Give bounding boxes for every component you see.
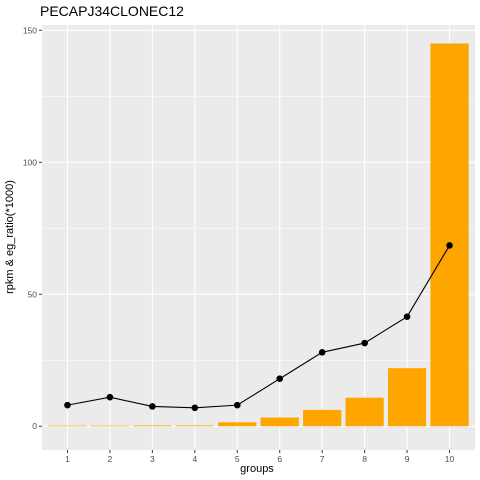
y-tick-label: 0 <box>32 421 37 431</box>
line-point <box>361 339 368 347</box>
line-point <box>149 403 156 410</box>
x-tick-label: 3 <box>150 454 155 464</box>
x-tick-label: 2 <box>108 454 113 464</box>
x-tick-label: 5 <box>235 454 240 464</box>
x-axis: 1 2 3 4 5 6 7 8 9 10 <box>65 450 455 464</box>
bar <box>48 425 87 427</box>
grid-minor <box>42 96 475 361</box>
line-point <box>318 349 326 356</box>
line-point <box>64 401 71 409</box>
line-point <box>233 401 241 409</box>
series-line <box>67 245 451 409</box>
x-axis-title: groups <box>240 463 274 475</box>
y-tick-label: 50 <box>28 289 38 299</box>
line-point <box>191 404 199 412</box>
x-tick-label: 7 <box>320 454 325 464</box>
line-point <box>276 375 284 383</box>
line-point <box>106 393 114 401</box>
y-axis: 0 50 100 150 <box>23 25 42 431</box>
line-point <box>446 242 453 249</box>
x-tick-label: 9 <box>405 454 410 464</box>
grid-major <box>42 25 475 450</box>
bar <box>175 425 214 427</box>
y-tick-label: 150 <box>23 25 37 35</box>
bar-series <box>48 43 469 427</box>
x-tick-label: 1 <box>65 454 70 464</box>
x-tick-label: 10 <box>445 454 455 464</box>
bar <box>303 409 342 427</box>
line-series <box>64 242 453 412</box>
y-axis-title: rpkm & eg_ratio(*1000) <box>4 180 16 294</box>
y-tick-label: 100 <box>23 157 37 167</box>
bar <box>260 417 299 427</box>
chart-title: PECAPJ34CLONEC12 <box>40 3 184 19</box>
bar <box>345 397 384 427</box>
line-point <box>403 313 411 320</box>
x-tick-label: 8 <box>362 454 367 464</box>
x-tick-label: 4 <box>192 454 197 464</box>
bar <box>430 43 469 427</box>
x-tick-label: 6 <box>277 454 282 464</box>
bar <box>387 368 427 427</box>
bar <box>218 422 257 427</box>
bar <box>90 425 130 427</box>
bar <box>133 425 172 427</box>
